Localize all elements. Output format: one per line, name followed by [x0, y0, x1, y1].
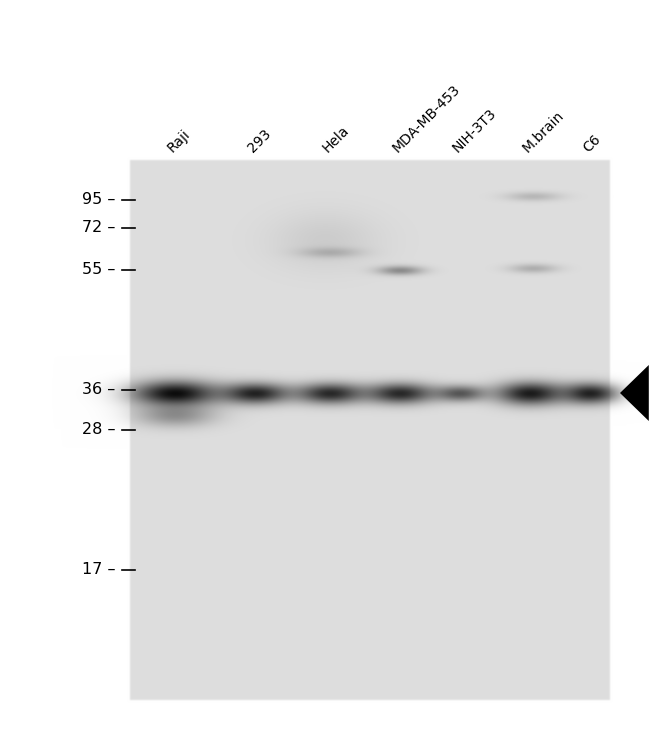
Text: MDA-MB-453: MDA-MB-453	[390, 82, 463, 155]
Text: 72 –: 72 –	[82, 221, 115, 236]
Text: 28 –: 28 –	[81, 422, 115, 437]
Text: C6: C6	[580, 132, 603, 155]
Text: Hela: Hela	[320, 123, 352, 155]
Text: M.brain: M.brain	[520, 108, 567, 155]
Text: 17 –: 17 –	[81, 562, 115, 577]
Text: 293: 293	[245, 127, 274, 155]
Text: NIH-3T3: NIH-3T3	[450, 106, 499, 155]
Text: 55 –: 55 –	[82, 263, 115, 278]
Text: 95 –: 95 –	[82, 192, 115, 207]
Polygon shape	[620, 365, 649, 421]
Text: Raji: Raji	[165, 127, 193, 155]
Text: 36 –: 36 –	[82, 383, 115, 398]
